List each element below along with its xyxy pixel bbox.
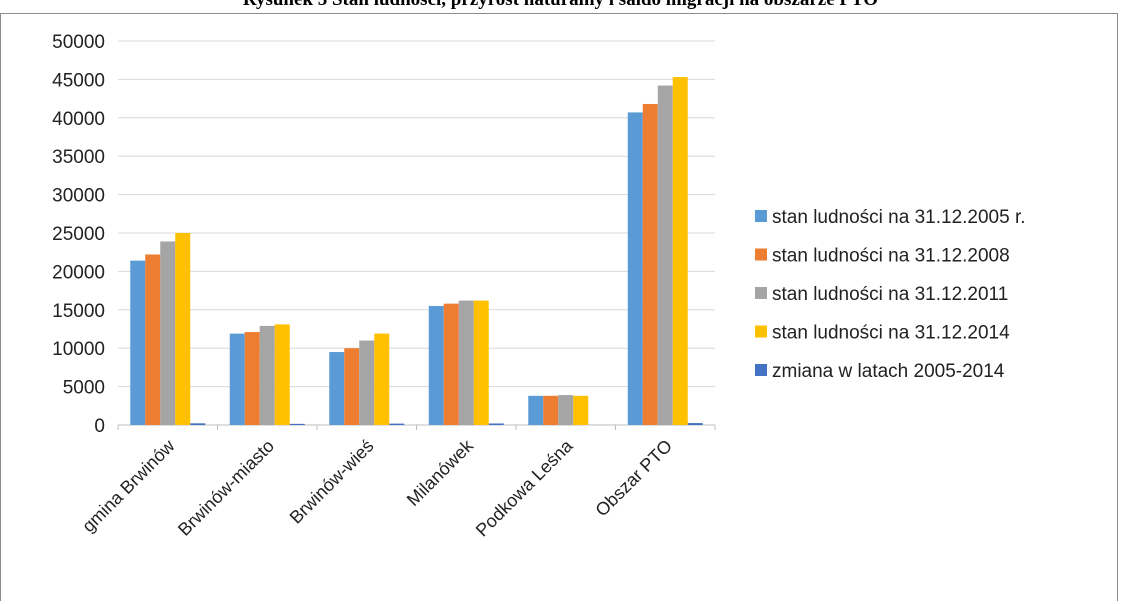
y-tick-label: 0 xyxy=(94,416,105,437)
legend-swatch xyxy=(755,248,767,261)
category-label: Podkowa Leśna xyxy=(472,435,577,540)
legend-label: zmiana w latach 2005-2014 xyxy=(772,361,1005,382)
bar xyxy=(642,103,658,425)
bar xyxy=(657,85,673,425)
bar xyxy=(543,395,559,425)
y-tick-label: 10000 xyxy=(52,339,105,360)
y-tick-label: 5000 xyxy=(63,378,105,399)
bar xyxy=(473,300,489,425)
legend-label: stan ludności na 31.12.2008 xyxy=(772,246,1010,267)
bar xyxy=(329,352,345,425)
bar xyxy=(627,112,643,425)
bar xyxy=(389,423,405,425)
legend-label: stan ludności na 31.12.2005 r. xyxy=(772,207,1026,228)
y-tick-label: 35000 xyxy=(52,147,105,168)
bar xyxy=(428,305,444,425)
y-tick-label: 30000 xyxy=(52,186,105,207)
category-label: Obszar PTO xyxy=(591,436,676,521)
bar xyxy=(289,423,305,425)
bar xyxy=(259,325,275,425)
bar xyxy=(130,260,146,425)
chart-frame xyxy=(0,13,1118,601)
y-tick-label: 45000 xyxy=(52,70,105,91)
legend-swatch xyxy=(755,364,767,376)
y-tick-label: 15000 xyxy=(52,301,105,322)
bar xyxy=(344,348,360,425)
bar xyxy=(488,423,504,425)
y-tick-label: 20000 xyxy=(52,262,105,283)
bar xyxy=(687,423,703,425)
legend-swatch xyxy=(755,325,767,338)
bar xyxy=(672,77,688,425)
category-label: Brwinów-wieś xyxy=(286,436,378,528)
bar xyxy=(528,395,544,425)
bar xyxy=(160,241,176,425)
y-tick-label: 40000 xyxy=(52,109,105,130)
legend-label: stan ludności na 31.12.2011 xyxy=(772,284,1008,305)
bar xyxy=(229,333,245,425)
y-tick-label: 50000 xyxy=(52,32,105,53)
category-label: Milanówek xyxy=(403,435,478,510)
bar xyxy=(175,233,191,425)
category-label: gmina Brwinów xyxy=(78,435,179,536)
bar xyxy=(374,333,390,425)
bar xyxy=(443,303,459,425)
bar xyxy=(458,300,474,425)
bar xyxy=(190,423,206,425)
bar xyxy=(359,340,375,425)
bar xyxy=(244,332,260,425)
bar xyxy=(573,395,589,425)
y-tick-label: 25000 xyxy=(52,224,105,245)
bar xyxy=(558,395,574,425)
bar xyxy=(274,324,290,425)
category-label: Brwinów-miasto xyxy=(174,436,278,540)
bar xyxy=(145,254,161,425)
legend-swatch xyxy=(755,287,767,299)
legend-swatch xyxy=(755,210,767,222)
chart-title: Rysunek 5 Stan ludności, przyrost natura… xyxy=(0,0,1121,11)
legend-label: stan ludności na 31.12.2014 xyxy=(772,323,1010,344)
